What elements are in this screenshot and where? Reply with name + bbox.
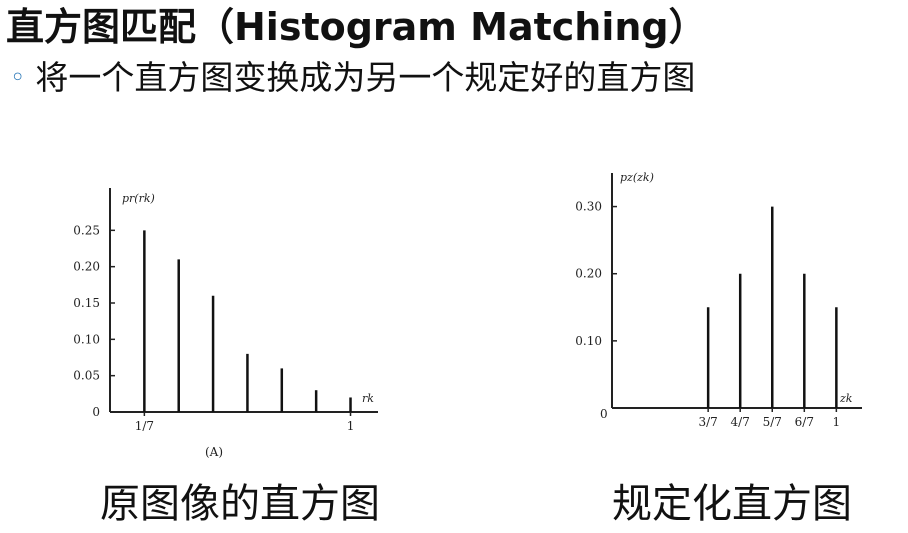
x-tick-label: 3/7 — [698, 415, 717, 429]
bullet-marker: ◦ — [10, 63, 26, 93]
y-tick-label: 0.20 — [575, 267, 602, 281]
y-tick-label: 0.05 — [73, 369, 100, 383]
y-tick-label: 0 — [92, 405, 100, 419]
caption-original: 原图像的直方图 — [100, 481, 380, 527]
y-tick-label: 0.20 — [73, 260, 100, 274]
chart-sublabel: (A) — [205, 445, 223, 459]
slide-title: 直方图匹配（Histogram Matching） — [6, 5, 707, 49]
x-tick-label: 5/7 — [763, 415, 782, 429]
caption-specified: 规定化直方图 — [612, 481, 852, 527]
y-tick-label: 0.30 — [575, 200, 602, 214]
bullet-item: ◦ 将一个直方图变换成为另一个规定好的直方图 — [10, 56, 695, 100]
axes — [611, 173, 862, 409]
y-tick-label: 0.10 — [73, 332, 100, 346]
y-tick-label: 0.10 — [575, 334, 602, 348]
x-tick-label: 1 — [833, 415, 841, 429]
y-tick-label: 0.15 — [73, 296, 100, 310]
x-axis-label: zk — [839, 392, 853, 405]
x-tick-label: 6/7 — [795, 415, 814, 429]
origin-label: 0 — [600, 407, 608, 421]
specified-histogram-chart: 0.10 0.20 0.30 3/7 4/7 5/7 6/7 1 pz(zk) zk 0 — [575, 171, 862, 429]
original-histogram-chart: 0 0.05 0.10 0.15 0.20 0.25 1/7 1 pr(rk) rk (A) — [73, 188, 378, 459]
x-tick-label: 1/7 — [135, 419, 154, 433]
axes — [109, 188, 378, 413]
x-axis-label: rk — [362, 392, 374, 405]
x-tick-label: 4/7 — [731, 415, 750, 429]
y-tick-label: 0.25 — [73, 223, 100, 237]
y-axis-label: pr(rk) — [122, 192, 155, 205]
bullet-text: 将一个直方图变换成为另一个规定好的直方图 — [35, 58, 696, 97]
x-tick-label: 1 — [347, 419, 355, 433]
y-axis-label: pz(zk) — [620, 171, 654, 184]
